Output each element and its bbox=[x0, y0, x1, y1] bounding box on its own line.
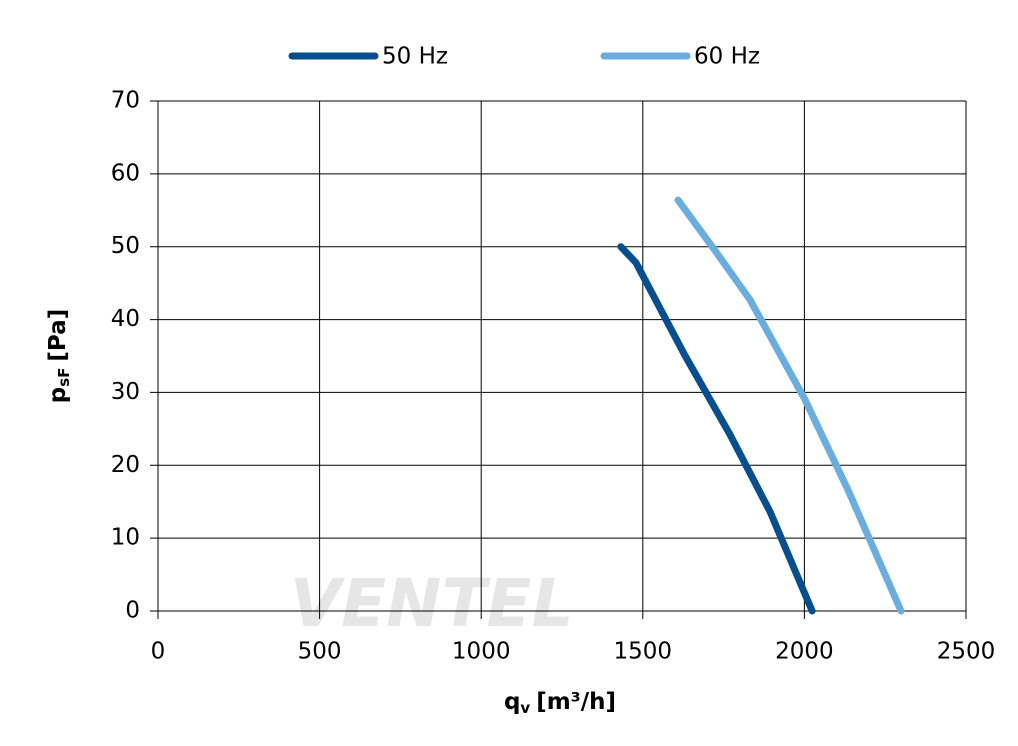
legend-label: 60 Hz bbox=[694, 44, 760, 70]
x-tick-label: 2000 bbox=[775, 639, 834, 665]
x-tick-label: 1000 bbox=[452, 639, 511, 665]
y-axis-label-unit: [Pa] bbox=[45, 309, 71, 362]
y-axis-label: psF [Pa] bbox=[45, 309, 73, 403]
y-axis-label-main: p bbox=[45, 387, 71, 403]
y-axis-label-sub: sF bbox=[55, 368, 73, 387]
x-axis-label-unit: [m³/h] bbox=[536, 689, 616, 715]
x-tick-label: 0 bbox=[151, 639, 166, 665]
y-tick-label: 40 bbox=[111, 306, 140, 332]
y-tick-label: 20 bbox=[111, 452, 140, 478]
x-axis-label-sub: v bbox=[520, 699, 530, 717]
x-tick-label: 500 bbox=[298, 639, 342, 665]
x-axis-label-main: q bbox=[504, 689, 520, 715]
y-tick-label: 30 bbox=[111, 379, 140, 405]
y-tick-label: 60 bbox=[111, 160, 140, 186]
line bbox=[617, 243, 816, 615]
y-tick-label: 0 bbox=[125, 598, 140, 624]
x-axis-label: qv [m³/h] bbox=[504, 689, 616, 717]
watermark: VENTEL bbox=[290, 565, 574, 642]
y-tick-label: 50 bbox=[111, 233, 140, 259]
y-tick-label: 10 bbox=[111, 525, 140, 551]
line bbox=[674, 196, 905, 615]
x-tick-label: 2500 bbox=[937, 639, 996, 665]
y-tick-label: 70 bbox=[111, 88, 140, 114]
x-tick-label: 1500 bbox=[614, 639, 673, 665]
legend-label: 50 Hz bbox=[382, 44, 448, 70]
